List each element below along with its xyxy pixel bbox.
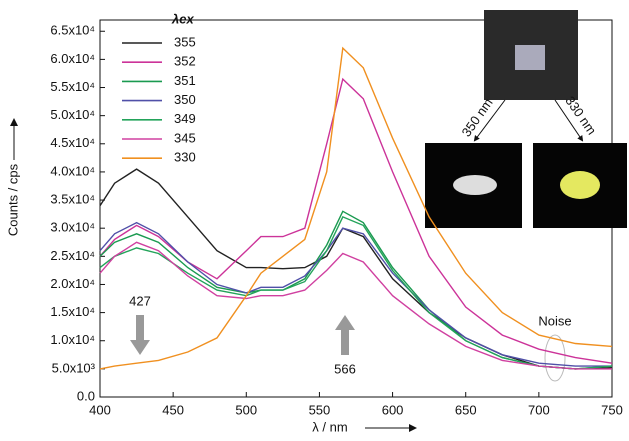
arrow: [473, 99, 506, 142]
y-axis-label: Counts / cps: [5, 163, 20, 236]
y-tick-label: 1.5x10⁴: [50, 304, 95, 319]
series-line: [99, 77, 613, 364]
y-tick-label: 3.5x10⁴: [50, 191, 95, 206]
y-tick-label: 6.5x10⁴: [50, 23, 95, 38]
annotation: 350 nm: [459, 95, 496, 139]
x-tick-label: 500: [235, 402, 257, 417]
y-tick-label: 6.0x10⁴: [50, 51, 95, 66]
arrow: [554, 99, 584, 142]
series-line: [99, 241, 612, 370]
series-line: [99, 215, 613, 370]
y-tick-label: 2.5x10⁴: [50, 248, 95, 263]
y-tick-label: 4.0x10⁴: [50, 163, 95, 178]
x-tick-label: 400: [89, 402, 111, 417]
annotation: 427: [129, 293, 151, 308]
y-tick-label: 2.0x10⁴: [50, 276, 95, 291]
y-tick-label: 0.0: [77, 388, 95, 403]
legend-label: 345: [174, 130, 196, 145]
series-line: [99, 46, 613, 370]
photo-detail: [515, 45, 545, 70]
y-tick-label: 3.0x10⁴: [50, 220, 95, 235]
x-tick-label: 650: [455, 402, 477, 417]
arrow-427: [130, 315, 150, 355]
x-tick-label: 600: [382, 402, 404, 417]
y-tick-label: 5.0x10⁴: [50, 107, 95, 122]
noise-circle: [544, 334, 566, 382]
arrow-566: [335, 315, 355, 355]
x-axis-label: λ / nm: [312, 419, 347, 434]
x-tick-label: 700: [528, 402, 550, 417]
y-tick-label: 5.0x10³: [52, 360, 96, 375]
annotation: 566: [334, 361, 356, 376]
legend-label: 330: [174, 150, 196, 165]
x-tick-label: 550: [309, 402, 331, 417]
y-tick-label: 4.5x10⁴: [50, 135, 95, 150]
legend-label: 352: [174, 54, 196, 69]
legend-label: 350: [174, 92, 196, 107]
series-line: [99, 221, 612, 367]
legend-label: 351: [174, 73, 196, 88]
crystal-white: [453, 175, 497, 195]
x-tick-label: 750: [601, 402, 623, 417]
legend-label: 355: [174, 34, 196, 49]
x-tick-label: 450: [162, 402, 184, 417]
crystal-yellow: [560, 171, 600, 199]
series-line: [99, 210, 613, 370]
legend-label: 349: [174, 111, 196, 126]
annotation: Noise: [538, 313, 571, 328]
legend-title: λex: [171, 11, 194, 26]
y-tick-label: 5.5x10⁴: [50, 79, 95, 94]
annotation: 330 nm: [562, 93, 599, 137]
y-tick-label: 1.0x10⁴: [50, 332, 95, 347]
